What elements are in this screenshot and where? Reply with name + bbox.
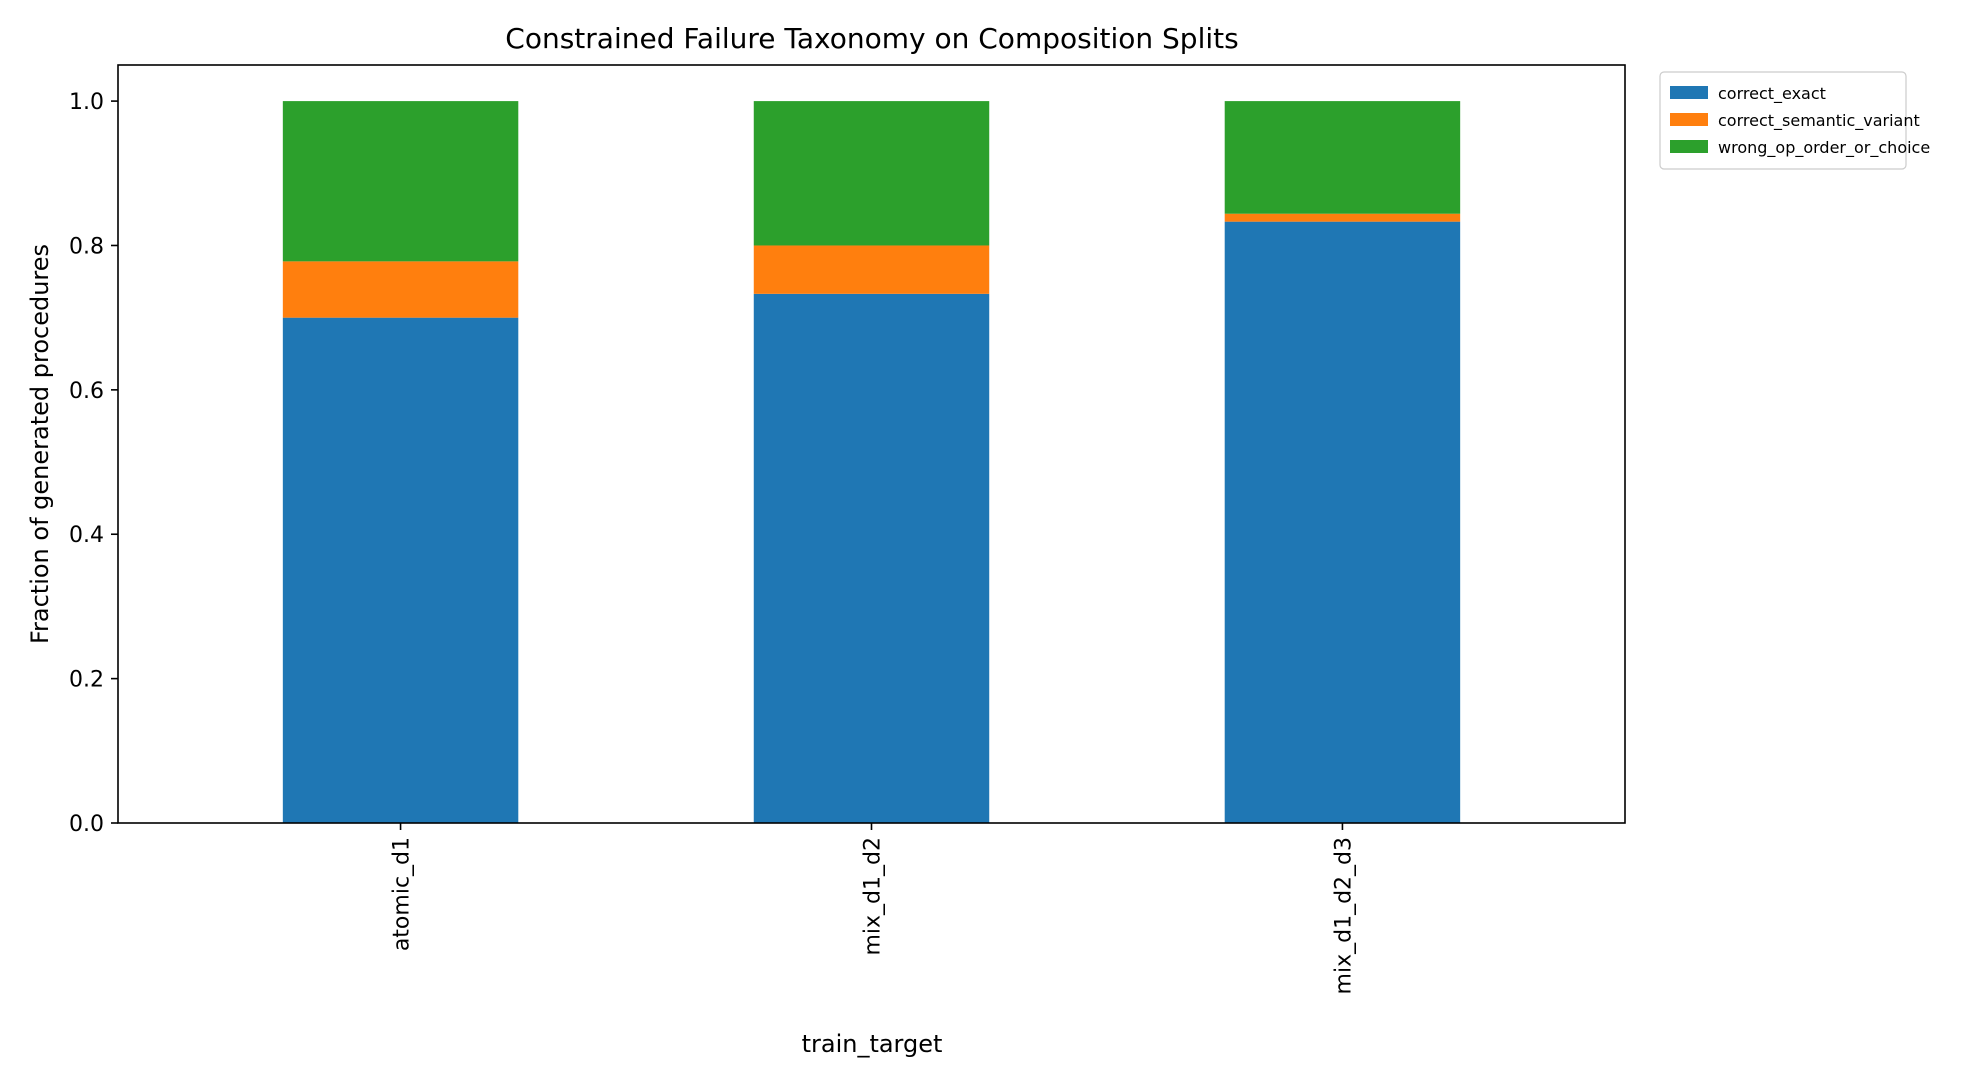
y-tick-label: 0.4 [69, 523, 104, 548]
legend-label-correct_semantic_variant: correct_semantic_variant [1718, 111, 1920, 131]
bar-correct_semantic_variant-mix_d1_d2_d3 [1224, 213, 1461, 222]
bar-correct_exact-mix_d1_d2_d3 [1224, 221, 1461, 824]
bar-correct_exact-atomic_d1 [282, 317, 519, 823]
bar-wrong_op_order_or_choice-mix_d1_d2 [753, 101, 990, 246]
plot-frame [117, 64, 1626, 824]
bar-correct_semantic_variant-mix_d1_d2 [753, 245, 990, 294]
y-tick-label: 0.8 [69, 234, 104, 259]
legend-label-correct_exact: correct_exact [1718, 84, 1826, 104]
y-tick-label: 1.0 [69, 90, 104, 115]
bar-correct_semantic_variant-atomic_d1 [282, 261, 519, 318]
legend-swatch-wrong_op_order_or_choice [1670, 140, 1708, 153]
x-tick-label: mix_d1_d2 [861, 837, 886, 956]
legend: correct_exact correct_semantic_variantwro… [1659, 71, 1930, 170]
legend-frame [1659, 71, 1907, 170]
x-axis: atomic_d1 mix_d1_d2 mix_d1_d2_d3 [390, 823, 1356, 994]
y-tick-label: 0.6 [69, 379, 104, 404]
legend-swatch-correct_exact [1670, 86, 1708, 99]
x-tick-label: atomic_d1 [390, 837, 415, 951]
x-tick-label: mix_d1_d2_d3 [1331, 837, 1356, 994]
bar-correct_exact-mix_d1_d2 [753, 293, 990, 823]
y-axis: 0.0 0.2 0.4 0.6 0.8 1.0 [69, 90, 118, 837]
y-tick-label: 0.0 [69, 812, 104, 837]
y-tick-label: 0.2 [69, 668, 104, 693]
bars-layer [282, 101, 1461, 824]
legend-label-wrong_op_order_or_choice: wrong_op_order_or_choice [1718, 138, 1930, 158]
bar-wrong_op_order_or_choice-atomic_d1 [282, 101, 519, 262]
bar-wrong_op_order_or_choice-mix_d1_d2_d3 [1224, 101, 1461, 214]
chart-title: Constrained Failure Taxonomy on Composit… [505, 22, 1238, 55]
x-axis-label: train_target [802, 1030, 943, 1058]
legend-swatch-correct_semantic_variant [1670, 113, 1708, 126]
y-axis-label: Fraction of generated procedures [26, 244, 54, 644]
